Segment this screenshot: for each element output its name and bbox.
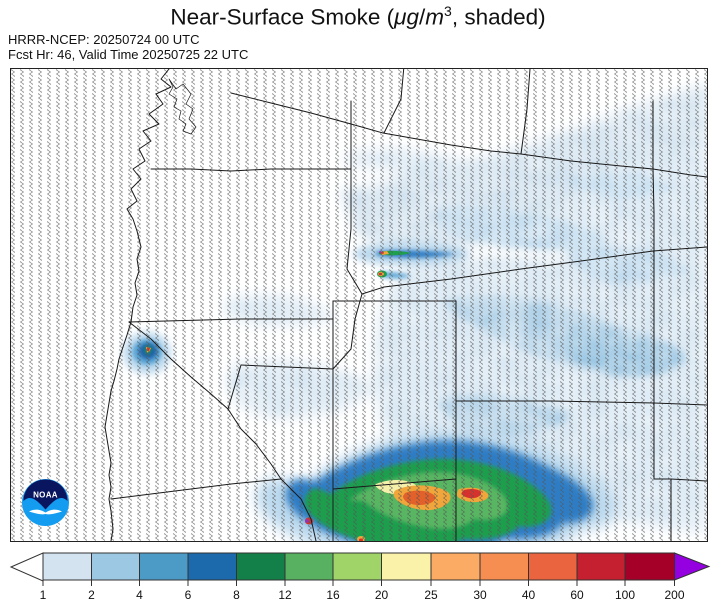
svg-text:60: 60 <box>570 588 584 602</box>
svg-text:20: 20 <box>375 588 389 602</box>
svg-text:100: 100 <box>615 588 635 602</box>
svg-text:16: 16 <box>326 588 340 602</box>
svg-text:40: 40 <box>522 588 536 602</box>
svg-text:8: 8 <box>233 588 240 602</box>
svg-text:1: 1 <box>40 588 47 602</box>
svg-text:NOAA: NOAA <box>33 491 58 500</box>
svg-text:200: 200 <box>664 588 684 602</box>
svg-text:2: 2 <box>88 588 95 602</box>
svg-text:25: 25 <box>424 588 438 602</box>
svg-text:30: 30 <box>473 588 487 602</box>
svg-text:4: 4 <box>136 588 143 602</box>
svg-text:6: 6 <box>185 588 192 602</box>
svg-text:12: 12 <box>278 588 292 602</box>
